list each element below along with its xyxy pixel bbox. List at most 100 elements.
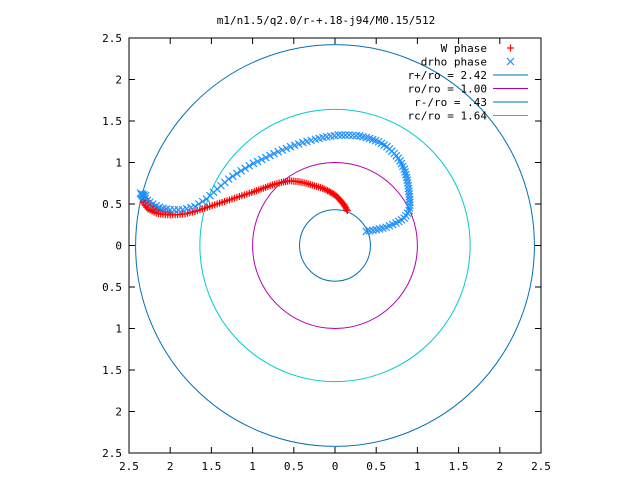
x-tick-label-9: 2	[496, 460, 503, 473]
reference-circle-1	[252, 162, 418, 329]
series-1-point-45-d2	[365, 134, 374, 143]
series-1-point-44-d2	[368, 135, 377, 144]
reference-circle-3	[199, 108, 471, 383]
series-1-point-89-d2	[194, 200, 203, 208]
series-1-point-42-d2	[374, 137, 383, 146]
y-tick-label-9: 2	[115, 406, 122, 419]
reference-circles	[135, 44, 535, 447]
series-0-point-17	[324, 187, 332, 195]
series-1-point-41-d2	[377, 139, 386, 148]
y-tick-label-1: 2	[115, 74, 122, 87]
series-1-point-40-d2	[380, 141, 389, 149]
x-tick-label-4: 0.5	[284, 460, 304, 473]
series-1-point-28-d2	[401, 170, 410, 179]
legend-label-4: r-/ro = .43	[414, 96, 487, 109]
series-1-point-50-d2	[348, 131, 357, 140]
y-tick-label-6: 0.5	[102, 281, 122, 294]
x-tick-label-6: 0.5	[366, 460, 386, 473]
series-1-point-101-d2	[148, 200, 157, 208]
series-1-point-80-d2	[228, 172, 237, 181]
series-1-point-75	[249, 159, 258, 168]
x-tick-label-7: 1	[414, 460, 421, 473]
series-1-point-89	[194, 200, 203, 208]
series-1-point-68-d2	[278, 146, 287, 154]
series-1-point-74-d2	[253, 157, 262, 166]
y-tick-label-8: 1.5	[102, 364, 122, 377]
legend-sample-1-d2	[506, 57, 515, 66]
series-0-point-18	[322, 186, 330, 194]
x-tick-label-5: 0	[332, 460, 339, 473]
series-1-point-72	[261, 153, 270, 162]
series-1-point-87	[202, 195, 211, 203]
legend-label-1: drho phase	[421, 56, 487, 69]
data-series	[136, 131, 414, 236]
legend-label-2: r+/ro = 2.42	[408, 69, 487, 82]
series-1-point-66	[286, 142, 295, 151]
series-1-point-75-d2	[249, 159, 258, 168]
series-1-point-49-d2	[352, 131, 361, 140]
series-1-point-76-d2	[245, 161, 254, 170]
series-1	[136, 131, 414, 236]
series-1-point-29-d2	[401, 167, 409, 176]
series-1-point-17	[405, 201, 414, 210]
series-1-point-53	[337, 131, 346, 140]
series-1-point-70-d2	[270, 149, 278, 158]
series-1-point-74	[253, 157, 262, 166]
series-1-point-71	[265, 151, 274, 160]
x-tick-label-3: 1	[249, 460, 256, 473]
chart-title: m1/n1.5/q2.0/r-+.18-j94/M0.15/512	[217, 14, 436, 27]
series-1-point-30-d2	[400, 165, 409, 174]
series-1-point-28	[401, 170, 410, 179]
series-1-point-88-d2	[198, 197, 207, 206]
series-1-point-67	[282, 144, 291, 153]
series-1-point-76	[245, 161, 254, 170]
series-1-point-32-d2	[397, 159, 406, 168]
axis-ticks: 2.5 2 1.5 1 0.5 0 0.5 1 1.5 2 2.52.521.510.500.511…	[102, 32, 551, 473]
x-tick-label-2: 1.5	[201, 460, 221, 473]
reference-circle-2	[299, 209, 371, 282]
series-1-point-46-d2	[362, 133, 371, 142]
series-1-point-31-d2	[398, 162, 407, 171]
series-0-point-19	[320, 185, 328, 193]
series-1-point-72-d2	[261, 153, 270, 162]
series-1-point-73	[257, 155, 266, 164]
legend-label-0: W phase	[441, 42, 487, 55]
series-1-point-88	[198, 197, 207, 206]
y-tick-label-10: 2.5	[102, 447, 122, 460]
y-tick-label-3: 1	[115, 157, 122, 170]
series-1-point-39-d2	[382, 142, 391, 151]
series-1-point-67-d2	[282, 144, 291, 153]
reference-circle-0	[135, 44, 535, 447]
x-tick-label-0: 2.5	[119, 460, 139, 473]
series-1-point-79-d2	[233, 169, 241, 178]
legend-label-3: ro/ro = 1.00	[408, 83, 487, 96]
series-1-point-79	[233, 169, 241, 178]
series-1-point-98-d2	[159, 204, 167, 213]
legend-label-5: rc/ro = 1.64	[408, 110, 488, 123]
series-1-point-77-d2	[241, 164, 250, 173]
series-1-point-87-d2	[202, 195, 211, 203]
series-1-point-77	[241, 164, 250, 173]
series-1-point-16-d2	[405, 203, 414, 212]
legend-sample-0	[507, 44, 514, 52]
series-1-point-47-d2	[359, 132, 367, 141]
y-tick-label-5: 0	[115, 240, 122, 253]
y-tick-label-7: 1	[115, 323, 122, 336]
series-1-point-51	[345, 131, 353, 140]
series-1-point-51-d2	[345, 131, 353, 140]
x-tick-label-1: 2	[167, 460, 174, 473]
series-1-point-17-d2	[405, 201, 414, 210]
y-tick-label-0: 2.5	[102, 32, 122, 45]
series-0-point-16	[325, 188, 333, 196]
series-1-point-52-d2	[341, 131, 350, 140]
y-tick-label-4: 0.5	[102, 198, 122, 211]
series-1-point-71-d2	[265, 151, 274, 160]
x-tick-label-8: 1.5	[449, 460, 469, 473]
series-1-point-68	[278, 146, 287, 154]
series-1-point-97-d2	[162, 205, 171, 213]
series-1-point-15-d2	[405, 206, 414, 215]
series-1-point-111-d2	[141, 191, 150, 200]
y-tick-label-2: 1.5	[102, 115, 122, 128]
